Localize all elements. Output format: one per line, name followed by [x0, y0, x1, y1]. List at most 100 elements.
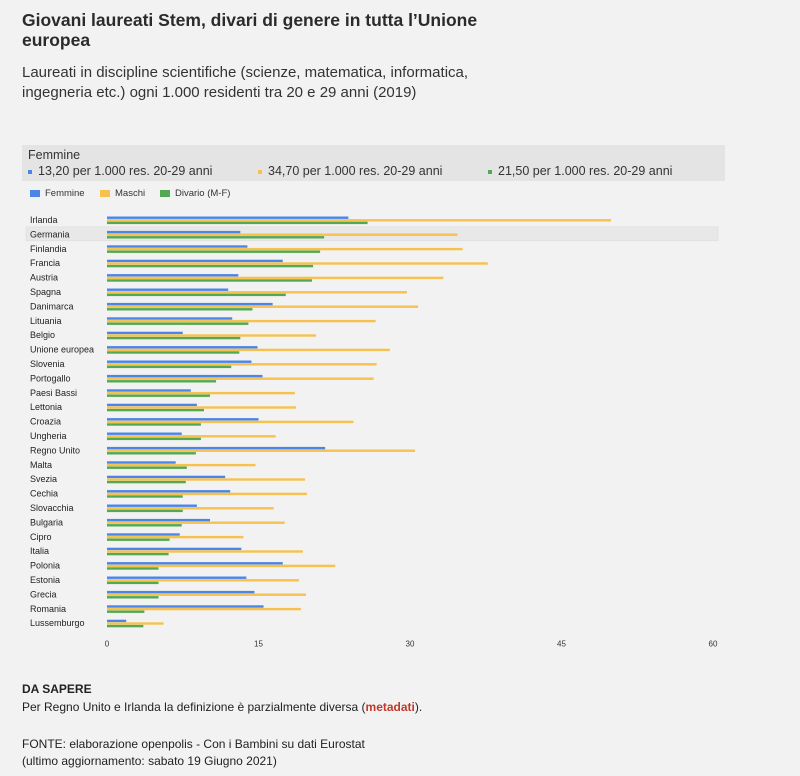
bar-femmine[interactable]: [107, 533, 180, 536]
bar-femmine[interactable]: [107, 432, 182, 435]
bar-divario[interactable]: [107, 610, 145, 613]
bar-divario[interactable]: [107, 236, 325, 239]
bar-femmine[interactable]: [107, 403, 197, 407]
legend-item-femmine[interactable]: Femmine: [30, 188, 85, 199]
bar-femmine[interactable]: [107, 547, 242, 551]
category-label: Slovenia: [30, 359, 65, 369]
bar-divario[interactable]: [107, 221, 368, 225]
bar-divario[interactable]: [107, 351, 240, 354]
bar-maschi[interactable]: [107, 550, 303, 553]
bar-femmine[interactable]: [107, 504, 197, 507]
bar-maschi[interactable]: [107, 521, 285, 524]
bar-femmine[interactable]: [107, 216, 349, 219]
bar-femmine[interactable]: [107, 490, 231, 493]
bar-divario[interactable]: [107, 567, 159, 570]
bar-maschi[interactable]: [107, 377, 374, 380]
bar-femmine[interactable]: [107, 374, 263, 378]
bar-divario[interactable]: [107, 624, 144, 628]
bar-maschi[interactable]: [107, 262, 488, 265]
bar-femmine[interactable]: [107, 259, 283, 263]
source-updated: (ultimo aggiornamento: sabato 19 Giugno …: [22, 754, 277, 768]
bar-femmine[interactable]: [107, 331, 183, 335]
bar-maschi[interactable]: [107, 247, 463, 251]
bar-divario[interactable]: [107, 452, 196, 455]
bar-femmine[interactable]: [107, 619, 127, 623]
bar-maschi[interactable]: [107, 593, 306, 596]
bar-divario[interactable]: [107, 279, 313, 282]
metadati-link[interactable]: metadati: [365, 700, 415, 714]
bar-divario[interactable]: [107, 596, 159, 599]
bar-divario[interactable]: [107, 408, 204, 412]
bar-divario[interactable]: [107, 437, 201, 441]
x-tick-label: 15: [254, 640, 263, 649]
category-label: Polonia: [30, 561, 60, 571]
bar-femmine[interactable]: [107, 346, 258, 349]
bar-femmine[interactable]: [107, 274, 239, 277]
bar-divario[interactable]: [107, 509, 183, 513]
bar-divario[interactable]: [107, 480, 186, 484]
bar-maschi[interactable]: [107, 492, 307, 496]
bar-maschi[interactable]: [107, 406, 296, 409]
bar-maschi[interactable]: [107, 420, 354, 424]
bar-maschi[interactable]: [107, 449, 416, 452]
bar-femmine[interactable]: [107, 562, 283, 565]
bar-femmine[interactable]: [107, 446, 326, 450]
bar-divario[interactable]: [107, 293, 286, 297]
bar-maschi[interactable]: [107, 219, 611, 222]
bar-divario[interactable]: [107, 308, 253, 311]
category-label: Ungheria: [30, 431, 67, 441]
bar-divario[interactable]: [107, 365, 232, 369]
bar-maschi[interactable]: [107, 579, 299, 582]
bar-maschi[interactable]: [107, 363, 377, 366]
bar-femmine[interactable]: [107, 230, 241, 234]
bar-maschi[interactable]: [107, 348, 390, 352]
bar-femmine[interactable]: [107, 317, 233, 320]
bar-maschi[interactable]: [107, 391, 295, 395]
bar-femmine[interactable]: [107, 288, 229, 291]
notes-end: ).: [414, 700, 423, 714]
bar-femmine[interactable]: [107, 245, 248, 248]
bar-maschi[interactable]: [107, 334, 317, 337]
bar-maschi[interactable]: [107, 564, 336, 568]
bar-maschi[interactable]: [107, 463, 256, 467]
bar-maschi[interactable]: [107, 507, 274, 510]
bar-femmine[interactable]: [107, 475, 226, 479]
bar-divario[interactable]: [107, 495, 183, 498]
bar-femmine[interactable]: [107, 576, 247, 579]
x-tick-label: 0: [105, 640, 110, 649]
bar-maschi[interactable]: [107, 435, 276, 438]
bar-maschi[interactable]: [107, 233, 458, 236]
bar-divario[interactable]: [107, 322, 249, 325]
bar-divario[interactable]: [107, 250, 321, 253]
bar-divario[interactable]: [107, 423, 201, 426]
bar-maschi[interactable]: [107, 319, 376, 323]
bar-maschi[interactable]: [107, 622, 164, 625]
bar-maschi[interactable]: [107, 305, 419, 308]
bar-divario[interactable]: [107, 466, 187, 469]
bar-femmine[interactable]: [107, 518, 211, 522]
bar-femmine[interactable]: [107, 418, 259, 421]
bar-divario[interactable]: [107, 538, 170, 541]
bar-femmine[interactable]: [107, 590, 255, 594]
bar-divario[interactable]: [107, 581, 159, 585]
bar-divario[interactable]: [107, 336, 241, 340]
bar-maschi[interactable]: [107, 478, 305, 481]
bar-maschi[interactable]: [107, 607, 301, 611]
category-label: Spagna: [30, 287, 61, 297]
legend-item-divario[interactable]: Divario (M-F): [160, 188, 230, 199]
bar-divario[interactable]: [107, 524, 182, 527]
bar-maschi[interactable]: [107, 291, 407, 294]
bar-femmine[interactable]: [107, 389, 191, 392]
bar-divario[interactable]: [107, 380, 217, 383]
bar-femmine[interactable]: [107, 302, 273, 306]
bar-divario[interactable]: [107, 394, 211, 397]
bar-maschi[interactable]: [107, 535, 244, 539]
bar-divario[interactable]: [107, 552, 169, 556]
bar-femmine[interactable]: [107, 461, 176, 464]
legend-item-maschi[interactable]: Maschi: [100, 188, 145, 199]
bar-divario[interactable]: [107, 264, 314, 268]
bar-femmine[interactable]: [107, 360, 252, 363]
tooltip-dot-maschi: [258, 169, 262, 174]
bar-maschi[interactable]: [107, 276, 444, 280]
bar-femmine[interactable]: [107, 605, 264, 608]
